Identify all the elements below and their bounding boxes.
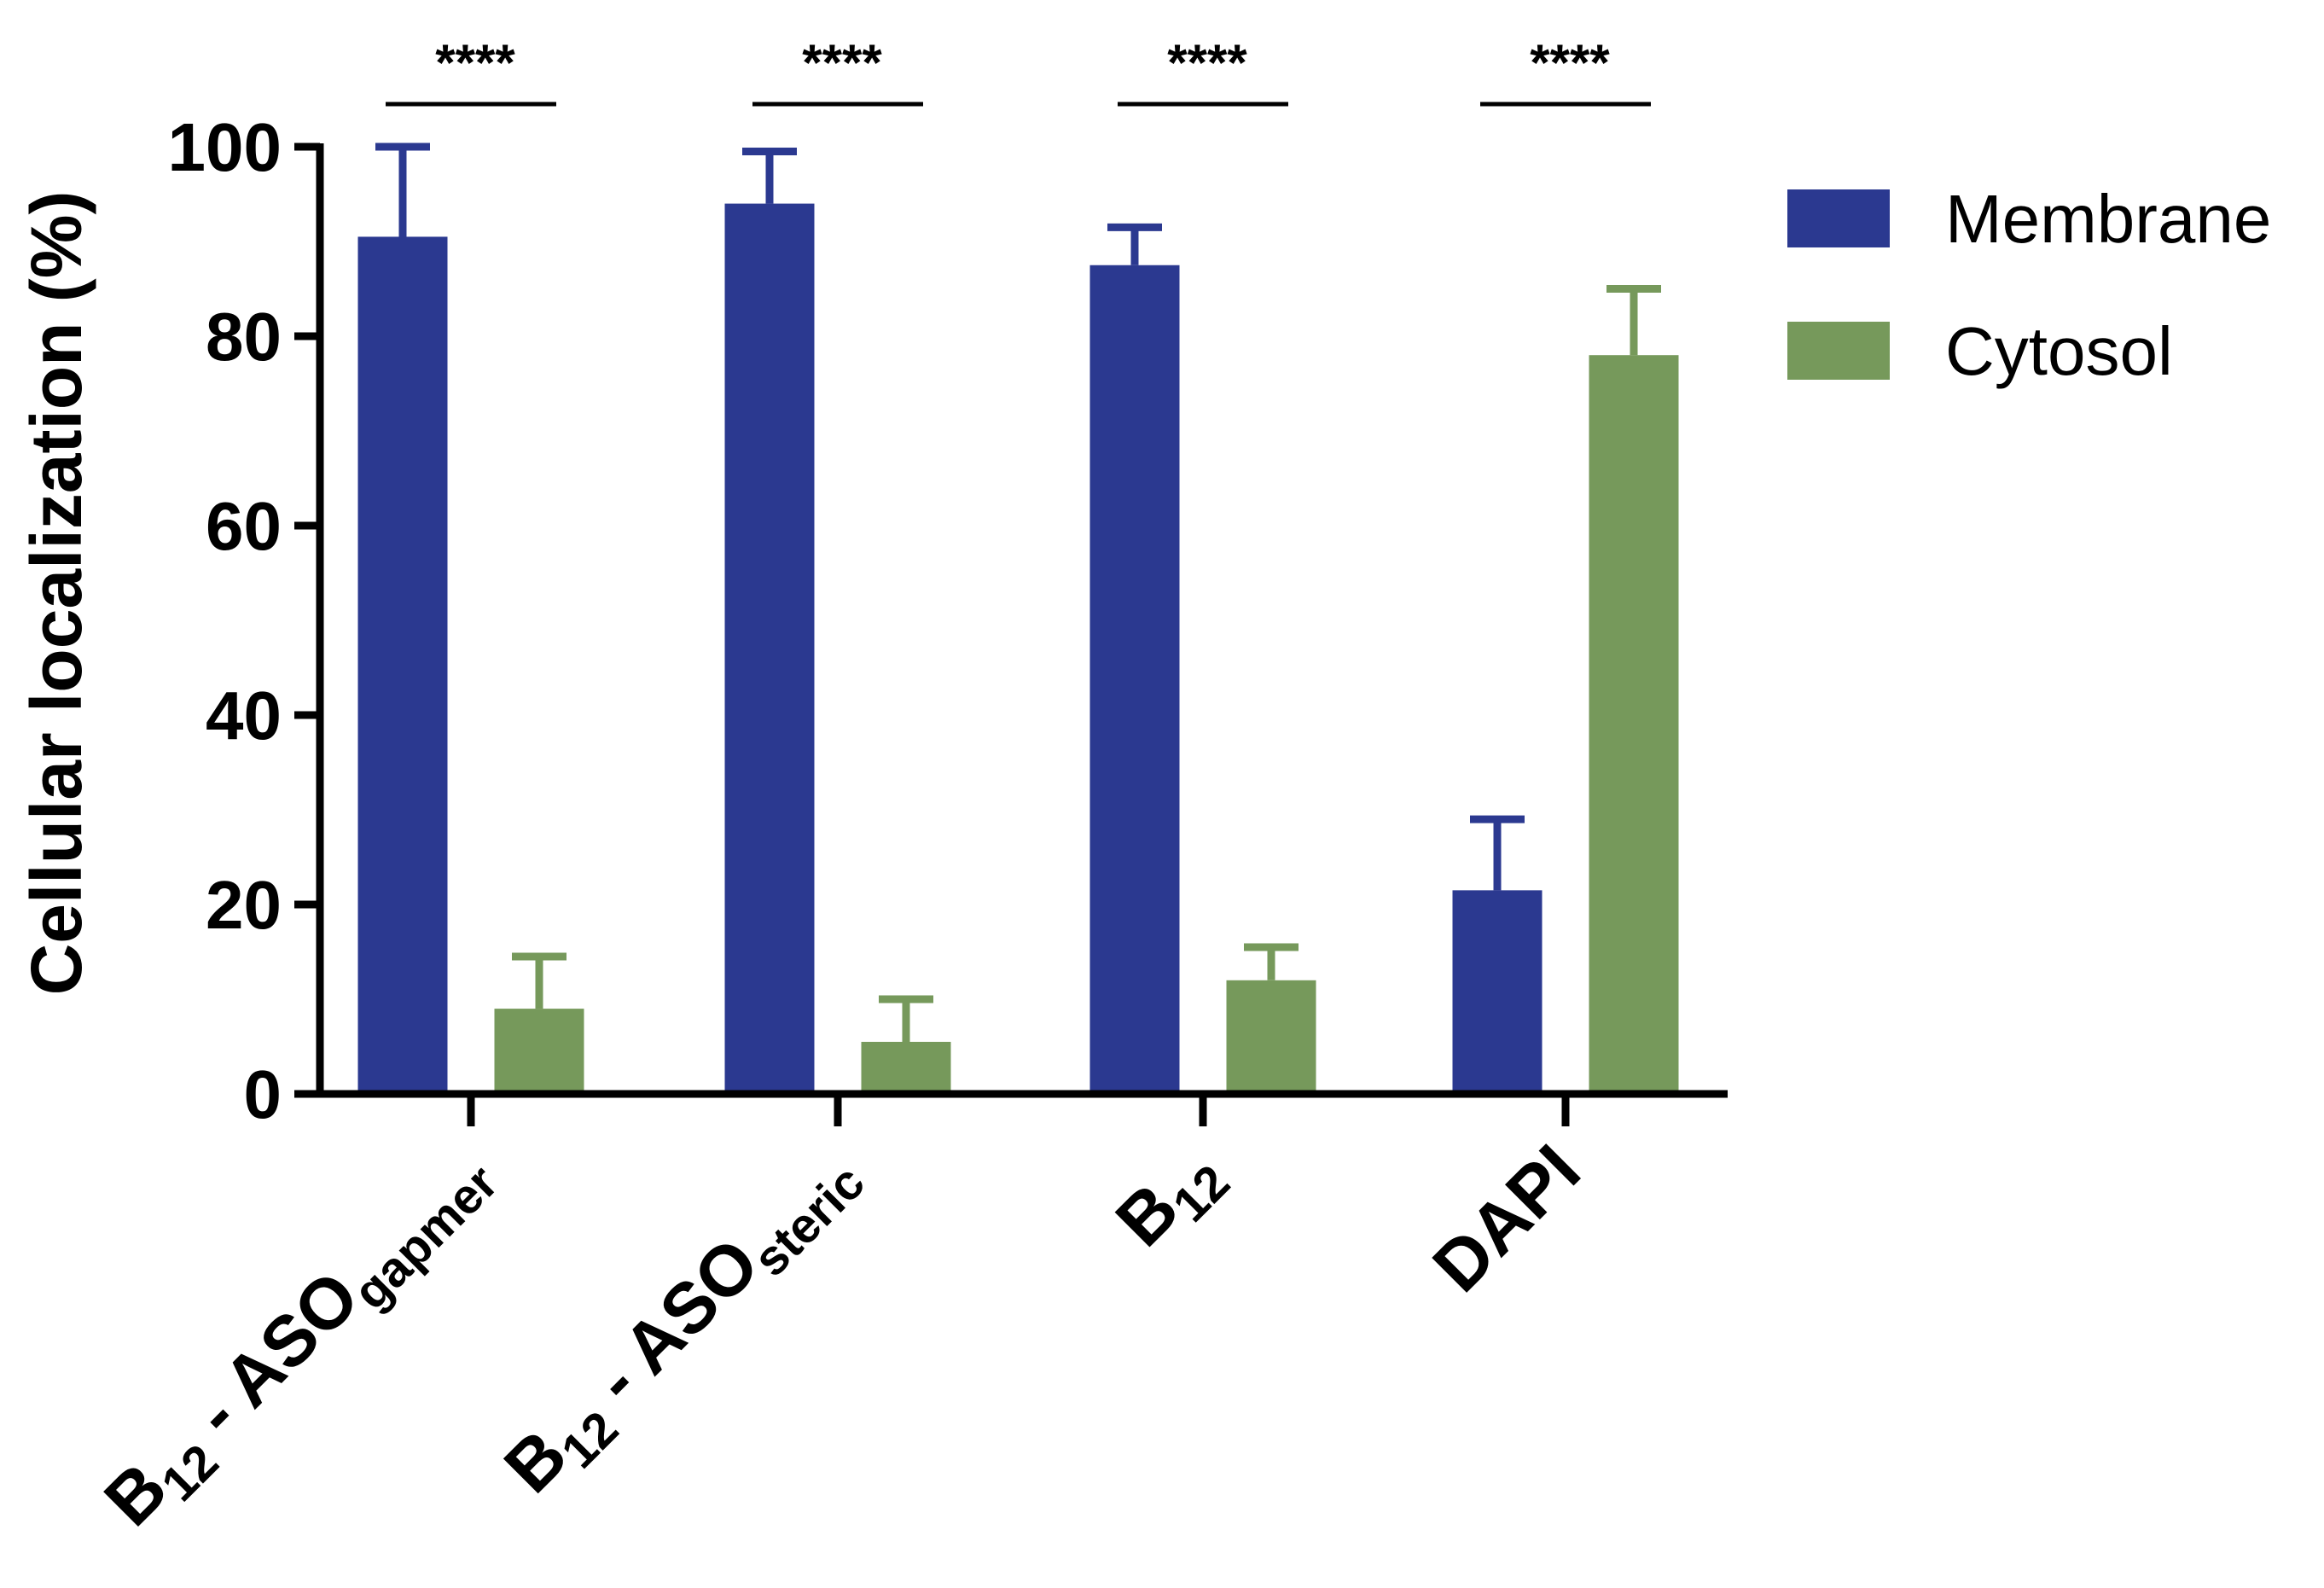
x-category-label-1: B12 - ASOsteric (489, 1129, 875, 1515)
legend-swatch-cytosol (1787, 322, 1890, 380)
y-tick-label-40: 40 (206, 678, 282, 753)
significance-layer: **** **** **** **** (386, 34, 1651, 107)
legend-swatch-membrane (1787, 189, 1890, 247)
significance-label-2: **** (1167, 34, 1247, 91)
bars-layer (357, 203, 1679, 1095)
x-category-label-2: B12 (1101, 1129, 1240, 1269)
significance-label-3: **** (1530, 34, 1610, 91)
bar-cytosol-2 (1226, 980, 1316, 1094)
legend-label-cytosol: Cytosol (1945, 313, 2173, 389)
y-tick-label-20: 20 (206, 867, 282, 943)
label-text: - ASO (565, 1223, 775, 1433)
significance-label-1: **** (802, 34, 882, 91)
bar-membrane-3 (1452, 890, 1543, 1094)
bar-cytosol-1 (861, 1041, 951, 1094)
error-bars-layer (375, 143, 1661, 1042)
x-category-label-0: B12 - ASOgapmer (89, 1129, 508, 1549)
bar-cytosol-0 (494, 1009, 584, 1094)
bar-cytosol-3 (1589, 355, 1679, 1094)
y-tick-label-100: 100 (168, 109, 282, 185)
significance-label-0: **** (435, 34, 515, 91)
subscript: steric (743, 1155, 875, 1287)
bar-membrane-1 (724, 203, 815, 1095)
y-tick-label-80: 80 (206, 299, 282, 375)
legend-label-membrane: Membrane (1945, 181, 2271, 257)
x-category-label-3: DAPI (1417, 1129, 1595, 1306)
y-ticks-layer: 0 20 40 60 80 100 (168, 109, 1570, 1132)
y-tick-label-60: 60 (206, 488, 282, 564)
y-tick-label-0: 0 (244, 1056, 282, 1132)
legend: Membrane Cytosol (1787, 181, 2271, 389)
label-text: DAPI (1417, 1129, 1595, 1306)
label-text: - ASO (165, 1255, 375, 1465)
axes-layer (316, 143, 1728, 1098)
subscript: gapmer (343, 1155, 508, 1320)
y-axis-title: Cellular localization (%) (16, 191, 96, 996)
bar-membrane-2 (1089, 265, 1180, 1094)
bar-membrane-0 (357, 236, 448, 1094)
